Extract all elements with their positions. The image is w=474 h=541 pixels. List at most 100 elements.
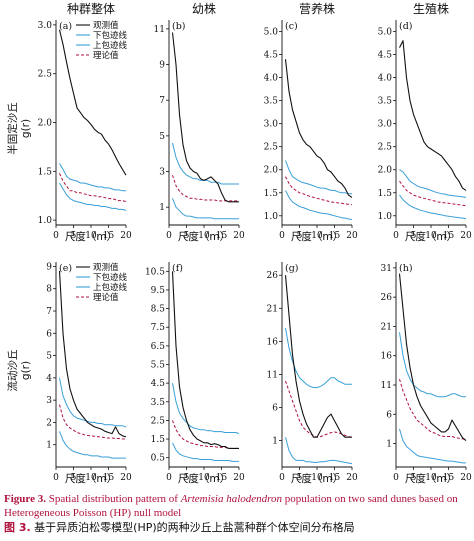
x-axis-label: 尺度（m） xyxy=(178,472,230,485)
observed-line xyxy=(58,29,127,176)
row-label: 流动沙丘 xyxy=(6,350,19,392)
y-tick-label: 4.0 xyxy=(264,74,279,84)
theoretical-line xyxy=(172,174,239,202)
y-tick-label: 8.5 xyxy=(151,305,166,315)
lower-envelope-line xyxy=(399,194,467,220)
y-tick-label: 7.5 xyxy=(151,323,166,333)
y-tick-label: 9 xyxy=(46,262,52,272)
x-tick-label: 20 xyxy=(120,231,132,241)
y-tick-label: 2.5 xyxy=(264,143,279,153)
x-tick-label: 5 xyxy=(71,231,77,241)
observed-line xyxy=(398,273,467,442)
column-title: 营养株 xyxy=(299,1,335,16)
panel-f: 0.5 1.5 2.5 3.5 4.5 5.5 6.5 7.5 8.5 9.5 10.5 0 5 10 15… xyxy=(145,262,245,483)
y-tick-label: 8 xyxy=(46,285,52,295)
y-tick-label: 2.0 xyxy=(378,166,393,176)
y-tick-label: 4.5 xyxy=(264,51,279,61)
legend-entry: 下包迹线 xyxy=(93,272,128,283)
y-tick-label: 2.0 xyxy=(264,166,279,176)
legend-entry: 观测值 xyxy=(93,262,119,273)
legend-entry: 观测值 xyxy=(93,20,119,31)
column-titles: 种群整体 幼株 营养株 生殖株 xyxy=(67,1,449,16)
y-tick-label: 1.0 xyxy=(38,216,53,226)
lower-envelope-line xyxy=(285,437,353,465)
theoretical-line xyxy=(59,404,127,440)
x-tick-label: 20 xyxy=(120,473,132,483)
caption-cn-label: 图 3. xyxy=(4,521,31,534)
observed-line xyxy=(284,59,353,198)
y-tick-label: 2.5 xyxy=(38,70,53,80)
panel-d: 1.0 1.5 2.0 2.5 3.0 3.5 4.0 4.5 5.0 0 5 10 15 20 (d) xyxy=(378,20,472,241)
y-tick-label: 5 xyxy=(159,132,165,142)
legend-entry: 下包迹线 xyxy=(93,30,128,41)
theoretical-line xyxy=(172,420,239,449)
panel-label: (e) xyxy=(59,263,72,274)
x-tick-label: 20 xyxy=(233,231,245,241)
y-tick-label: 3.5 xyxy=(151,398,166,408)
x-tick-label: 0 xyxy=(279,473,285,483)
x-tick-label: 5 xyxy=(411,473,417,483)
y-axis-label-group: g(r) xyxy=(20,119,32,138)
row-labels: 半固定沙丘 g(r)流动沙丘 g(r) xyxy=(6,102,32,391)
theoretical-line xyxy=(285,380,353,438)
x-tick-label: 5 xyxy=(184,231,190,241)
panel-label: (g) xyxy=(285,263,299,274)
y-tick-label: 1.5 xyxy=(151,435,166,445)
x-tick-label: 10 xyxy=(85,231,97,241)
y-tick-label: 6 xyxy=(272,403,278,413)
x-axis-label: 尺度（m） xyxy=(178,230,230,243)
x-axis-label: 尺度（m） xyxy=(65,230,117,243)
y-tick-label: 21 xyxy=(381,322,392,332)
x-tick-label: 15 xyxy=(329,231,341,241)
theoretical-line xyxy=(59,173,127,203)
theoretical-line xyxy=(399,378,467,440)
y-tick-label: 1.0 xyxy=(264,212,279,222)
caption-english: Figure 3. Spatial distribution pattern o… xyxy=(4,492,470,520)
x-tick-label: 0 xyxy=(166,231,172,241)
x-tick-label: 10 xyxy=(425,473,437,483)
y-tick-label: 31 xyxy=(381,264,392,274)
x-tick-label: 20 xyxy=(233,473,245,483)
caption-cn-text: 基于异质泊松零模型(HP)的两种沙丘上盐蒿种群个体空间分布格局 xyxy=(30,521,355,534)
x-tick-label: 10 xyxy=(425,231,437,241)
x-tick-label: 0 xyxy=(393,231,399,241)
upper-envelope-line xyxy=(399,169,467,198)
legend-entry: 理论值 xyxy=(93,292,119,303)
y-tick-label: 1.5 xyxy=(378,189,393,199)
x-tick-label: 5 xyxy=(184,473,190,483)
y-tick-label: 3.0 xyxy=(38,21,53,31)
observed-line xyxy=(284,275,352,438)
y-tick-label: 10.5 xyxy=(145,267,165,277)
y-tick-label: 9 xyxy=(159,61,165,71)
y-tick-label: 3.5 xyxy=(264,97,279,107)
y-tick-label: 7 xyxy=(159,96,165,106)
x-axis-label: 尺度（m） xyxy=(405,230,457,243)
y-axis-label: g(r) xyxy=(20,119,32,138)
x-tick-label: 10 xyxy=(198,473,210,483)
y-tick-label: 5.0 xyxy=(378,28,393,38)
panel-label: (f) xyxy=(172,263,183,274)
upper-envelope-line xyxy=(285,160,352,195)
lower-envelope-line xyxy=(172,442,239,462)
caption-en-text-2: population on two sand dunes based on He… xyxy=(4,493,458,519)
x-tick-label: 15 xyxy=(103,473,115,483)
legend-entry: 上包迹线 xyxy=(93,40,128,51)
upper-envelope-line xyxy=(399,332,466,398)
x-tick-label: 10 xyxy=(85,473,97,483)
legend-entry: 理论值 xyxy=(93,50,119,61)
y-tick-label: 6 xyxy=(46,329,52,339)
row-label-group: 半固定沙丘 xyxy=(6,102,19,155)
panel-a: 1.0 1.5 2.0 2.5 3.0 0 5 10 15 20 (a) xyxy=(38,20,132,241)
x-tick-label: 15 xyxy=(443,473,455,483)
y-axis-label-group: g(r) xyxy=(20,361,32,380)
x-tick-label: 10 xyxy=(311,231,323,241)
x-tick-label: 0 xyxy=(279,231,285,241)
lower-envelope-line xyxy=(285,190,353,220)
x-tick-label: 5 xyxy=(71,473,77,483)
column-title: 幼株 xyxy=(192,1,216,16)
upper-envelope-line xyxy=(59,163,126,192)
y-tick-label: 1.5 xyxy=(264,189,279,199)
